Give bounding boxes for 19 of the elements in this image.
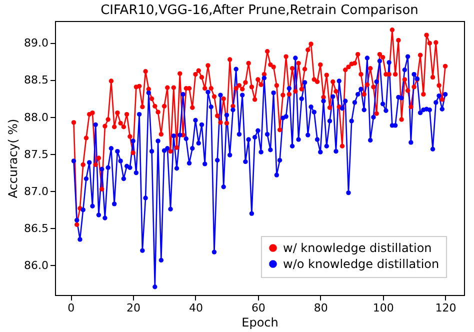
y-tick-label: 86.5 [24, 222, 48, 235]
x-tick-label: 100 [372, 302, 394, 314]
y-tick-label: 87.0 [24, 184, 48, 198]
x-tick-label: 40 [188, 302, 203, 314]
x-tick-label: 80 [314, 302, 328, 314]
x-axis-title: Epoch [242, 316, 278, 330]
y-axis-title: Accuracy( %) [6, 118, 20, 198]
x-tick-label: 60 [251, 302, 266, 314]
x-tick-label: 20 [126, 302, 141, 314]
y-tick-label: 87.5 [24, 148, 48, 161]
legend-label: w/o knowledge distillation [283, 257, 440, 271]
y-tick-label: 88.0 [24, 110, 48, 124]
chart-title: CIFAR10,VGG-16,After Prune,Retrain Comparison [100, 3, 418, 18]
y-tick-label: 89.0 [24, 36, 48, 50]
x-tick-label: 120 [435, 302, 456, 314]
x-tick-label: 0 [68, 302, 75, 314]
legend-label: w/ knowledge distillation [283, 241, 432, 255]
y-tick-label: 86.0 [24, 258, 48, 272]
y-tick-label: 88.5 [24, 74, 48, 87]
